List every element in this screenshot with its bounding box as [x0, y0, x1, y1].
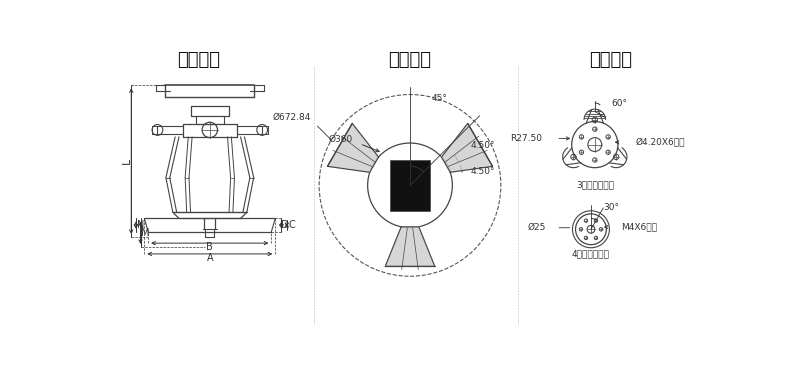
- Text: L: L: [122, 158, 132, 164]
- Text: M4X6均布: M4X6均布: [621, 222, 657, 231]
- Text: N: N: [137, 221, 144, 230]
- Polygon shape: [386, 227, 434, 267]
- Text: 4.50°: 4.50°: [471, 167, 495, 176]
- Polygon shape: [327, 123, 378, 172]
- Text: Ø25: Ø25: [528, 223, 546, 232]
- Text: M: M: [141, 228, 150, 238]
- Text: D: D: [282, 221, 289, 230]
- Text: Ø360: Ø360: [328, 135, 353, 144]
- Text: B: B: [206, 242, 213, 252]
- Bar: [390, 160, 430, 211]
- Text: 45°: 45°: [431, 94, 447, 103]
- Text: 30°: 30°: [603, 203, 619, 212]
- Text: 安装尺寸: 安装尺寸: [389, 51, 431, 69]
- Text: 3轴夹具安装孔: 3轴夹具安装孔: [576, 180, 614, 189]
- Text: 行程尺寸: 行程尺寸: [177, 51, 220, 69]
- Text: R27.50: R27.50: [510, 134, 542, 143]
- Text: 夹具尺寸: 夹具尺寸: [589, 51, 632, 69]
- Text: Ø4.20X6均布: Ø4.20X6均布: [635, 138, 685, 147]
- Polygon shape: [442, 123, 493, 172]
- Text: 60°: 60°: [612, 99, 628, 108]
- Text: 4轴夹具安装孔: 4轴夹具安装孔: [572, 250, 610, 258]
- Text: C: C: [288, 221, 294, 230]
- Text: A: A: [206, 253, 213, 263]
- Text: 4.50°: 4.50°: [471, 141, 495, 150]
- Text: Ø672.84: Ø672.84: [272, 112, 310, 121]
